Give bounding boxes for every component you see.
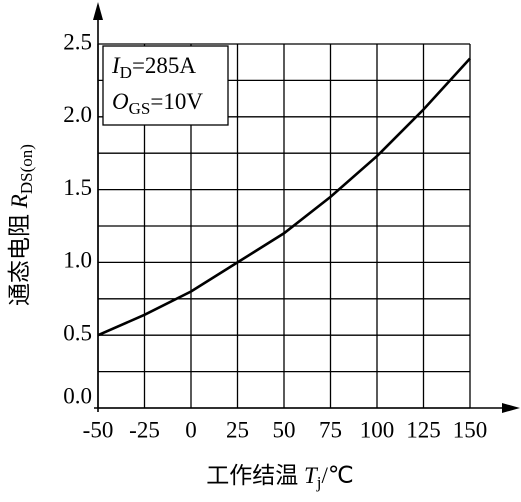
- y-tick-label: 1.0: [63, 248, 92, 273]
- annotation-text: =10V: [150, 89, 203, 114]
- annotation-box: [102, 45, 229, 126]
- x-tick-label: -25: [129, 417, 160, 442]
- x-label-symbol: T: [304, 463, 319, 488]
- annotation-symbol: O: [112, 89, 129, 114]
- x-axis-arrow: [502, 403, 520, 413]
- x-tick-label: 75: [319, 417, 342, 442]
- y-label-symbol: R: [7, 194, 32, 209]
- x-label-sub: j: [316, 473, 322, 492]
- x-tick-label: 25: [226, 417, 249, 442]
- annotation-sub: D: [120, 63, 132, 82]
- y-tick-label: 0.0: [63, 383, 92, 408]
- y-axis-arrow: [93, 2, 103, 20]
- x-tick-label: 100: [360, 417, 395, 442]
- x-tick-label: 150: [453, 417, 488, 442]
- x-tick-label: -50: [83, 417, 114, 442]
- annotation: OGS=10V: [112, 89, 203, 118]
- x-label-unit: /℃: [322, 463, 354, 488]
- y-label-sub: DS(on): [17, 144, 36, 194]
- annotation-sub: GS: [129, 99, 151, 118]
- x-tick-label: 0: [185, 417, 197, 442]
- x-label-text: 工作结温: [206, 463, 304, 488]
- y-axis-label: 通态电阻 RDS(on): [7, 144, 36, 306]
- x-axis-label: 工作结温 Tj/℃: [206, 463, 354, 492]
- data-line: [97, 57, 471, 337]
- y-tick-label: 2.5: [63, 29, 92, 54]
- y-tick-label: 2.0: [63, 102, 92, 127]
- annotation-text: =285A: [132, 53, 196, 78]
- y-tick-label: 0.5: [63, 320, 92, 345]
- y-label-text: 通态电阻: [7, 208, 32, 306]
- x-tick-label: 125: [406, 417, 441, 442]
- x-tick-label: 50: [273, 417, 296, 442]
- annotation: ID=285A: [111, 53, 196, 82]
- annotation-symbol: I: [111, 53, 121, 78]
- y-tick-label: 1.5: [63, 175, 92, 200]
